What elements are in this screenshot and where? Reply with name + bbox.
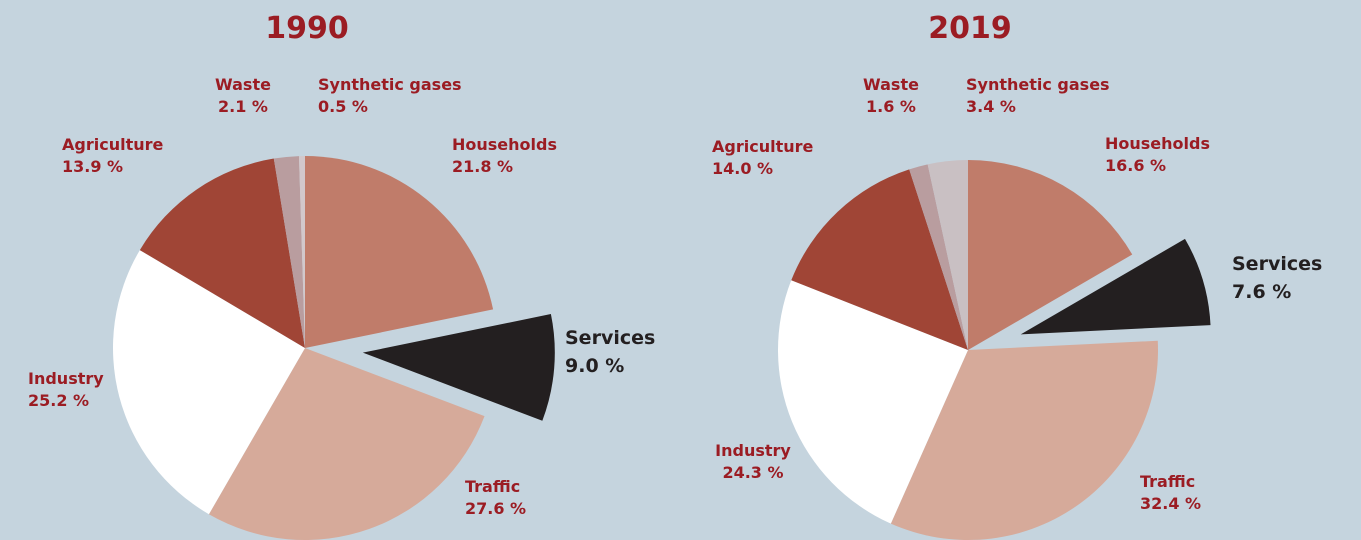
slice-label: Traffic [465,477,520,496]
pie-slice [305,156,494,348]
pie-slice [208,348,485,540]
slice-label: Households [1105,134,1210,153]
slice-value-label: 1.6 % [866,97,916,116]
slice-label: Agriculture [712,137,814,156]
pie-slice [890,340,1158,540]
slice-value-label: 25.2 % [28,391,89,410]
slice-label: Households [452,135,557,154]
slice-label: Waste [215,75,271,94]
slice-label: Agriculture [62,135,164,154]
slice-label: Services [565,327,655,349]
chart-title: 2019 [928,11,1012,46]
slice-label: Services [1232,253,1322,275]
pie-slice [273,156,305,348]
slice-value-label: 27.6 % [465,499,526,518]
slice-value-label: 9.0 % [565,355,624,377]
slice-label: Synthetic gases [966,75,1110,94]
pie-slice [909,164,968,350]
slice-value-label: 24.3 % [722,463,783,482]
pie-slice [1020,238,1211,335]
slice-label: Industry [28,369,104,388]
pie-slice [362,314,555,421]
pie-slice [298,156,305,348]
slice-value-label: 3.4 % [966,97,1016,116]
slice-value-label: 14.0 % [712,159,773,178]
slice-label: Industry [715,441,791,460]
slice-value-label: 16.6 % [1105,156,1166,175]
slice-label: Synthetic gases [318,75,462,94]
slice-value-label: 32.4 % [1140,494,1201,513]
pie-slice [968,160,1133,350]
pie-slice [139,158,305,348]
slice-value-label: 2.1 % [218,97,268,116]
pie-slice [927,160,968,350]
slice-value-label: 13.9 % [62,157,123,176]
pie-slice [113,250,305,515]
pie-slice [778,280,968,524]
slice-value-label: 21.8 % [452,157,513,176]
slice-label: Traffic [1140,472,1195,491]
chart-title: 1990 [265,11,349,46]
slice-label: Waste [863,75,919,94]
slice-value-label: 7.6 % [1232,281,1291,303]
slice-value-label: 0.5 % [318,97,368,116]
pie-slice [791,169,968,350]
